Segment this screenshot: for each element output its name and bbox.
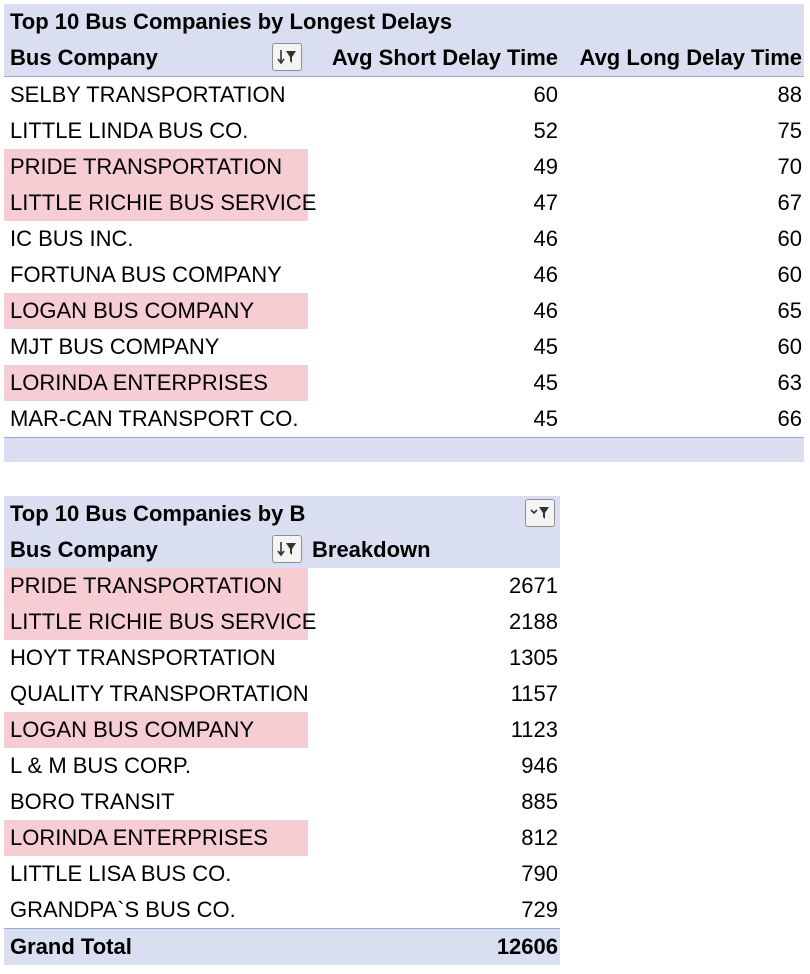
table-row: FORTUNA BUS COMPANY 46 60 [4, 257, 804, 293]
table-row: MJT BUS COMPANY 45 60 [4, 329, 804, 365]
avg-long-delay-cell: 88 [777, 82, 802, 107]
table-row: LORINDA ENTERPRISES 812 [4, 820, 560, 856]
breakdown-cell: 812 [521, 825, 558, 850]
table-row: LITTLE LINDA BUS CO. 52 75 [4, 113, 804, 149]
avg-short-delay-cell: 46 [533, 226, 558, 251]
pivot-header-row: Bus Company Avg Short Delay Time Avg Lon… [4, 40, 804, 77]
bus-company-cell: HOYT TRANSPORTATION [10, 645, 276, 670]
table-row: MAR-CAN TRANSPORT CO. 45 66 [4, 401, 804, 437]
bus-company-cell: MJT BUS COMPANY [10, 334, 220, 359]
bus-company-cell: LOGAN BUS COMPANY [4, 293, 308, 329]
table-row: LITTLE LISA BUS CO. 790 [4, 856, 560, 892]
table-row: HOYT TRANSPORTATION 1305 [4, 640, 560, 676]
filter-dropdown-button[interactable] [525, 499, 555, 527]
table-row: QUALITY TRANSPORTATION 1157 [4, 676, 560, 712]
avg-long-delay-cell: 66 [777, 406, 802, 431]
column-header-bus-company: Bus Company [10, 45, 158, 70]
table-row: LOGAN BUS COMPANY 46 65 [4, 293, 804, 329]
avg-long-delay-cell: 70 [777, 154, 802, 179]
pivot-body: PRIDE TRANSPORTATION 2671 LITTLE RICHIE BU… [4, 568, 560, 928]
pivot-body: SELBY TRANSPORTATION 60 88 LITTLE LINDA BUS… [4, 77, 804, 437]
pivot-header-row: Bus Company Breakdown [4, 532, 560, 568]
avg-long-delay-cell: 60 [777, 334, 802, 359]
bus-company-cell: FORTUNA BUS COMPANY [10, 262, 282, 287]
bus-company-cell: LORINDA ENTERPRISES [4, 365, 308, 401]
breakdown-cell: 1157 [510, 681, 558, 706]
bus-company-cell: LOGAN BUS COMPANY [4, 712, 308, 748]
breakdown-cell: 790 [521, 861, 558, 886]
pivot-title: Top 10 Bus Companies by B [10, 501, 306, 526]
sort-filter-icon [277, 542, 296, 557]
table-row: PRIDE TRANSPORTATION 2671 [4, 568, 560, 604]
avg-long-delay-cell: 67 [777, 190, 802, 215]
column-header-breakdown: Breakdown [312, 537, 431, 562]
breakdown-cell: 1123 [510, 717, 558, 742]
table-row: L & M BUS CORP. 946 [4, 748, 560, 784]
table-row: BORO TRANSIT 885 [4, 784, 560, 820]
pivot-title: Top 10 Bus Companies by Longest Delays [10, 9, 453, 34]
grand-total-label: Grand Total [10, 934, 132, 959]
avg-short-delay-cell: 46 [533, 262, 558, 287]
avg-long-delay-cell: 65 [777, 298, 802, 323]
table-row: LITTLE RICHIE BUS SERVICE 2188 [4, 604, 560, 640]
avg-long-delay-cell: 63 [777, 370, 802, 395]
avg-short-delay-cell: 45 [533, 406, 558, 431]
avg-short-delay-cell: 45 [533, 370, 558, 395]
bus-company-cell: LITTLE LISA BUS CO. [10, 861, 232, 886]
table-row: SELBY TRANSPORTATION 60 88 [4, 77, 804, 113]
sort-filter-button[interactable] [272, 535, 302, 563]
bus-company-cell: LORINDA ENTERPRISES [4, 820, 308, 856]
table-row: IC BUS INC. 46 60 [4, 221, 804, 257]
bus-company-cell: IC BUS INC. [10, 226, 134, 251]
avg-short-delay-cell: 52 [533, 118, 558, 143]
avg-long-delay-cell: 60 [777, 262, 802, 287]
bus-company-cell: L & M BUS CORP. [10, 753, 191, 778]
avg-short-delay-cell: 45 [533, 334, 558, 359]
table-row: LOGAN BUS COMPANY 1123 [4, 712, 560, 748]
avg-long-delay-cell: 60 [777, 226, 802, 251]
table-row: LITTLE RICHIE BUS SERVICE 47 67 [4, 185, 804, 221]
pivot-table-delays: Top 10 Bus Companies by Longest Delays B… [4, 4, 804, 462]
avg-short-delay-cell: 49 [533, 154, 558, 179]
breakdown-cell: 946 [521, 753, 558, 778]
column-header-avg-short-delay: Avg Short Delay Time [331, 45, 558, 70]
bus-company-cell: GRANDPA`S BUS CO. [10, 897, 236, 922]
bus-company-cell: PRIDE TRANSPORTATION [4, 568, 308, 604]
bus-company-cell: SELBY TRANSPORTATION [10, 82, 286, 107]
avg-long-delay-cell: 75 [777, 118, 802, 143]
breakdown-cell: 2188 [509, 609, 558, 634]
grand-total-row: Grand Total 12606 [4, 928, 560, 965]
avg-short-delay-cell: 47 [533, 190, 558, 215]
bus-company-cell: QUALITY TRANSPORTATION [10, 681, 309, 706]
table-row: GRANDPA`S BUS CO. 729 [4, 892, 560, 928]
pivot-title-row: Top 10 Bus Companies by Longest Delays [4, 4, 804, 40]
sort-filter-button[interactable] [272, 43, 302, 71]
breakdown-cell: 885 [521, 789, 558, 814]
breakdown-cell: 2671 [509, 573, 558, 598]
avg-short-delay-cell: 60 [533, 82, 558, 107]
pivot-title-row: Top 10 Bus Companies by B [4, 496, 560, 532]
table-row: LORINDA ENTERPRISES 45 63 [4, 365, 804, 401]
column-header-avg-long-delay: Avg Long Delay Time [579, 45, 803, 70]
column-header-bus-company: Bus Company [10, 537, 158, 562]
bus-company-cell: BORO TRANSIT [10, 789, 175, 814]
sort-filter-icon [277, 50, 296, 65]
bus-company-cell: LITTLE RICHIE BUS SERVICE [4, 604, 316, 640]
bus-company-cell: MAR-CAN TRANSPORT CO. [10, 406, 299, 431]
table-row: PRIDE TRANSPORTATION 49 70 [4, 149, 804, 185]
grand-total-value: 12606 [496, 934, 558, 959]
bus-company-cell: LITTLE LINDA BUS CO. [10, 118, 249, 143]
filter-dropdown-icon [530, 507, 549, 519]
breakdown-cell: 1305 [509, 645, 558, 670]
pivot-footer-band [4, 437, 804, 462]
bus-company-cell: PRIDE TRANSPORTATION [4, 149, 308, 185]
bus-company-cell: LITTLE RICHIE BUS SERVICE [4, 185, 316, 221]
breakdown-cell: 729 [521, 897, 558, 922]
avg-short-delay-cell: 46 [533, 298, 558, 323]
pivot-table-breakdown: Top 10 Bus Companies by B Bus Company Br… [4, 496, 560, 965]
